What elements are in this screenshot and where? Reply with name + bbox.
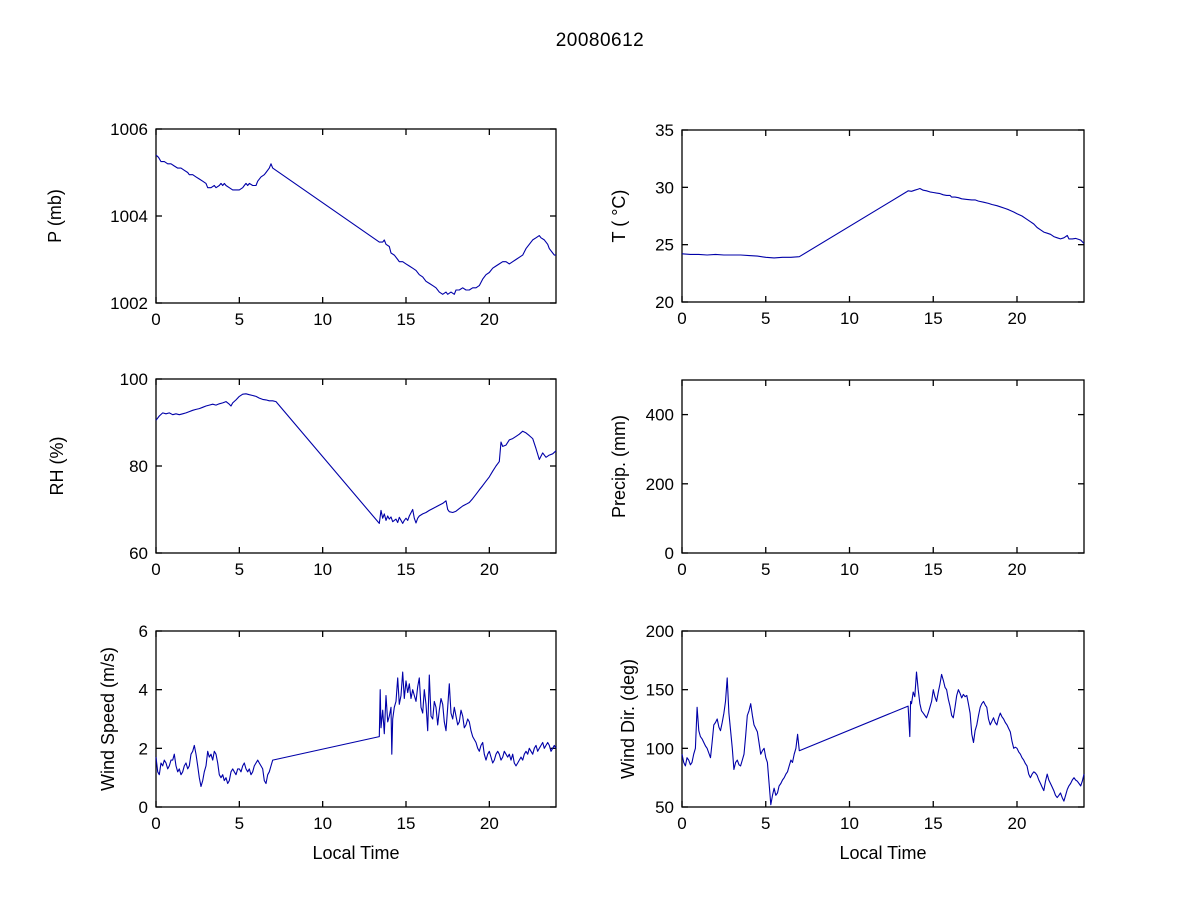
y-tick-label: 0 bbox=[139, 798, 148, 817]
x-tick-label: 20 bbox=[480, 310, 499, 329]
y-axis-label: T ( °C) bbox=[609, 190, 629, 243]
y-axis-label: RH (%) bbox=[47, 437, 67, 496]
y-tick-label: 80 bbox=[129, 457, 148, 476]
x-tick-label: 0 bbox=[151, 814, 160, 833]
y-tick-label: 4 bbox=[139, 681, 148, 700]
plot-box bbox=[155, 630, 557, 808]
y-tick-label: 2 bbox=[139, 739, 148, 758]
x-tick-label: 5 bbox=[235, 814, 244, 833]
subplot-temp: 0 5 10 15 20 20 25 30 35 T ( °C) bbox=[609, 121, 1085, 328]
y-tick-label: 50 bbox=[655, 798, 674, 817]
x-tick-label: 0 bbox=[677, 814, 686, 833]
data-series-line bbox=[155, 393, 557, 524]
x-tick-label: 15 bbox=[397, 814, 416, 833]
subplot-wspd: 0 5 10 15 20 0 2 4 6 Wind Speed (m/s) Local Time bbox=[98, 622, 557, 863]
x-tick-label: 0 bbox=[151, 310, 160, 329]
y-tick-label: 35 bbox=[655, 121, 674, 140]
y-tick-label: 60 bbox=[129, 544, 148, 563]
y-tick-label: 30 bbox=[655, 178, 674, 197]
x-tick-label: 5 bbox=[235, 560, 244, 579]
data-series-line bbox=[681, 671, 1085, 806]
x-tick-label: 10 bbox=[313, 814, 332, 833]
subplot-wdir: 0 5 10 15 20 50 100 150 200 Wind Dir. (deg) Local … bbox=[618, 622, 1085, 863]
y-tick-label: 200 bbox=[646, 475, 674, 494]
plot-box bbox=[681, 630, 1085, 808]
plot-box bbox=[155, 128, 557, 304]
x-axis-label: Local Time bbox=[312, 843, 399, 863]
data-series-line bbox=[681, 187, 1085, 259]
x-tick-label: 15 bbox=[924, 814, 943, 833]
y-tick-label: 150 bbox=[646, 681, 674, 700]
x-axis-label: Local Time bbox=[839, 843, 926, 863]
x-tick-label: 5 bbox=[761, 560, 770, 579]
y-tick-label: 6 bbox=[139, 622, 148, 641]
y-tick-label: 100 bbox=[120, 370, 148, 389]
x-tick-label: 10 bbox=[313, 560, 332, 579]
y-tick-label: 400 bbox=[646, 406, 674, 425]
y-axis-label: Wind Dir. (deg) bbox=[618, 659, 638, 779]
y-axis-label: P (mb) bbox=[45, 189, 65, 243]
x-tick-label: 5 bbox=[761, 309, 770, 328]
x-tick-label: 20 bbox=[480, 560, 499, 579]
plot-box bbox=[681, 379, 1085, 554]
plot-box bbox=[681, 129, 1085, 303]
subplot-rh: 0 5 10 15 20 60 80 100 RH (%) bbox=[47, 370, 557, 579]
x-tick-label: 0 bbox=[677, 309, 686, 328]
x-tick-label: 15 bbox=[397, 310, 416, 329]
x-tick-label: 10 bbox=[313, 310, 332, 329]
y-tick-label: 100 bbox=[646, 739, 674, 758]
y-tick-label: 20 bbox=[655, 293, 674, 312]
x-tick-label: 0 bbox=[677, 560, 686, 579]
x-tick-label: 0 bbox=[151, 560, 160, 579]
y-tick-label: 25 bbox=[655, 236, 674, 255]
y-axis-label: Wind Speed (m/s) bbox=[98, 647, 118, 791]
x-tick-label: 20 bbox=[1008, 309, 1027, 328]
x-tick-label: 20 bbox=[1008, 560, 1027, 579]
data-series-line bbox=[155, 671, 557, 788]
y-tick-label: 0 bbox=[665, 544, 674, 563]
y-tick-label: 200 bbox=[646, 622, 674, 641]
y-tick-label: 1002 bbox=[110, 294, 148, 313]
x-tick-label: 20 bbox=[1008, 814, 1027, 833]
y-axis-label: Precip. (mm) bbox=[609, 415, 629, 518]
x-tick-label: 20 bbox=[480, 814, 499, 833]
x-tick-label: 10 bbox=[840, 560, 859, 579]
x-tick-label: 5 bbox=[761, 814, 770, 833]
x-tick-label: 15 bbox=[397, 560, 416, 579]
x-tick-label: 15 bbox=[924, 560, 943, 579]
x-tick-label: 15 bbox=[924, 309, 943, 328]
y-tick-label: 1006 bbox=[110, 120, 148, 139]
x-tick-label: 10 bbox=[840, 309, 859, 328]
y-tick-label: 1004 bbox=[110, 207, 148, 226]
x-tick-label: 5 bbox=[235, 310, 244, 329]
figure-title: 20080612 bbox=[555, 30, 645, 51]
data-series-line bbox=[155, 154, 556, 295]
x-tick-label: 10 bbox=[840, 814, 859, 833]
subplot-pressure: 0 5 10 15 20 1002 1004 1006 P (mb) bbox=[45, 120, 557, 329]
